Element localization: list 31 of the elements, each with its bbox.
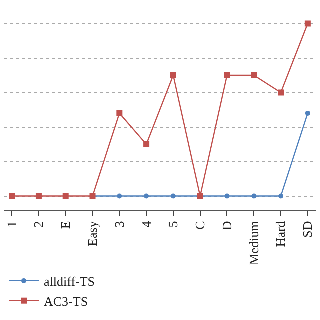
x-tick-label: 5 bbox=[166, 221, 181, 228]
x-tick-label: SD bbox=[300, 221, 316, 238]
point bbox=[117, 194, 122, 199]
x-tick-label: 4 bbox=[138, 220, 154, 228]
legend-label: AC3-TS bbox=[44, 294, 88, 309]
point bbox=[36, 193, 42, 200]
x-tick-label: E bbox=[58, 221, 74, 230]
point bbox=[144, 194, 150, 199]
x-tick-label: 3 bbox=[112, 221, 127, 228]
point bbox=[224, 194, 230, 199]
x-tick-label: 2 bbox=[31, 221, 46, 228]
point bbox=[278, 90, 284, 96]
point bbox=[144, 142, 150, 148]
legend-label: alldiff-TS bbox=[44, 274, 96, 290]
x-tick-label: D bbox=[219, 221, 234, 231]
point bbox=[278, 194, 284, 199]
point bbox=[304, 20, 311, 27]
x-tick-label: C bbox=[192, 221, 208, 230]
point bbox=[305, 110, 310, 116]
x-tick-label: Medium bbox=[246, 221, 262, 266]
point bbox=[62, 193, 69, 200]
point bbox=[170, 72, 176, 78]
point bbox=[116, 110, 123, 116]
point bbox=[252, 194, 257, 199]
point bbox=[224, 72, 230, 78]
point bbox=[170, 194, 176, 199]
point bbox=[9, 193, 16, 200]
point bbox=[251, 72, 258, 78]
x-tick-label: Easy bbox=[84, 220, 100, 246]
x-tick-label: 1 bbox=[4, 221, 20, 228]
x-tick-label: Hard bbox=[273, 220, 288, 248]
